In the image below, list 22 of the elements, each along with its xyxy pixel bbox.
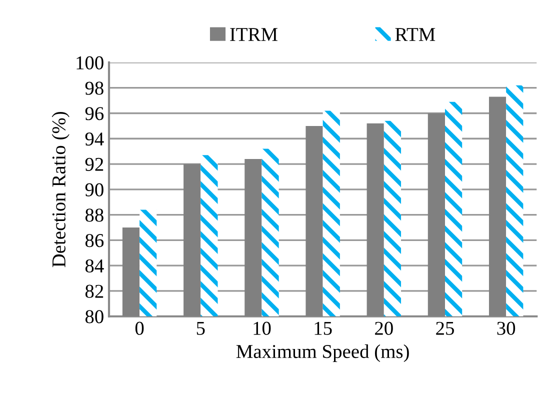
- y-tick-label: 86: [85, 234, 104, 248]
- y-tick-label: 92: [85, 158, 104, 171]
- x-tick-label: 30: [497, 322, 516, 335]
- y-tick-label: 94: [85, 132, 104, 146]
- y-tick-label: 100: [76, 56, 104, 70]
- y-tick-label: 90: [85, 183, 104, 196]
- x-tick-label: 10: [254, 322, 271, 335]
- y-tick-label: 88: [85, 208, 104, 222]
- x-tick-label: 15: [314, 322, 332, 335]
- x-tick-label: 20: [375, 322, 393, 335]
- y-tick-label: 80: [85, 310, 104, 324]
- legend-label: RTM: [395, 28, 436, 41]
- y-tick-label: 84: [85, 259, 104, 273]
- y-tick-label: 96: [85, 107, 104, 120]
- x-tick-label: 5: [196, 322, 205, 335]
- y-tick-label: 98: [85, 82, 104, 95]
- y-axis-title: Detection Ratio (%): [52, 112, 70, 268]
- x-tick-label: 0: [135, 322, 144, 335]
- y-tick-label: 82: [85, 284, 104, 298]
- x-tick-label: 25: [436, 322, 454, 335]
- legend-label: ITRM: [230, 28, 278, 41]
- x-axis-title: Maximum Speed (ms): [236, 344, 409, 362]
